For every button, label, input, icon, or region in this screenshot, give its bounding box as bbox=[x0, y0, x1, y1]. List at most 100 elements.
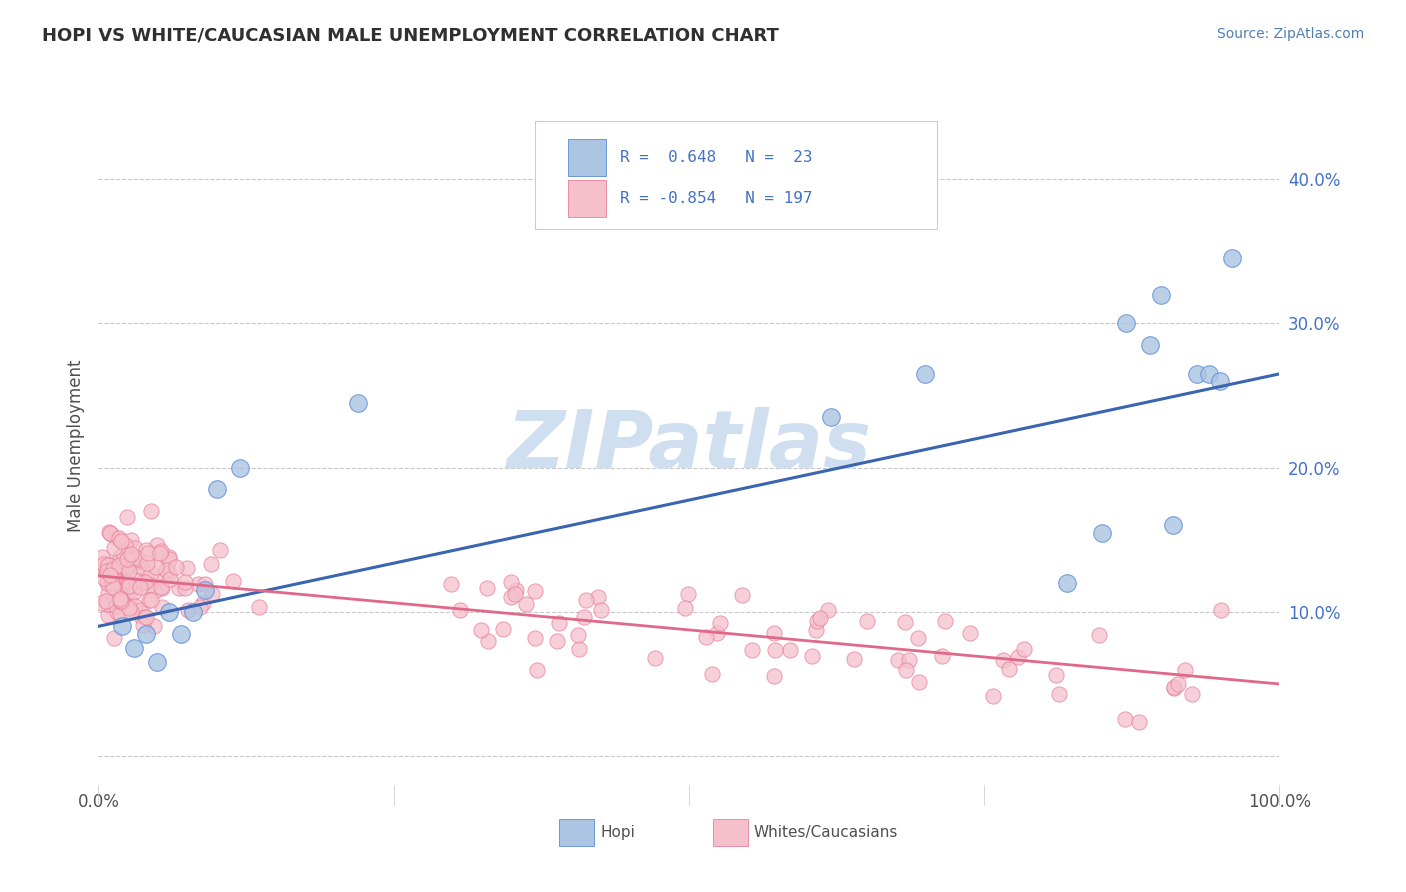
Point bbox=[141, 504, 163, 518]
Point bbox=[115, 559, 138, 574]
Point bbox=[101, 575, 124, 590]
Point bbox=[157, 605, 180, 619]
FancyBboxPatch shape bbox=[560, 819, 595, 846]
FancyBboxPatch shape bbox=[536, 120, 936, 229]
Point bbox=[120, 552, 142, 566]
Point bbox=[676, 587, 699, 601]
Point bbox=[132, 618, 155, 632]
Point bbox=[1128, 714, 1150, 729]
Text: Source: ZipAtlas.com: Source: ZipAtlas.com bbox=[1216, 27, 1364, 41]
FancyBboxPatch shape bbox=[713, 819, 748, 846]
Point bbox=[110, 607, 132, 622]
Point bbox=[110, 534, 132, 549]
Point bbox=[118, 564, 141, 578]
Point bbox=[114, 538, 136, 552]
Point bbox=[209, 542, 232, 557]
Point bbox=[1161, 518, 1184, 533]
Point bbox=[93, 571, 115, 585]
Point bbox=[477, 634, 499, 648]
Point bbox=[706, 626, 728, 640]
Point bbox=[194, 577, 217, 591]
Point bbox=[135, 543, 157, 558]
Point bbox=[132, 574, 155, 589]
Point bbox=[101, 562, 124, 576]
Point bbox=[120, 533, 142, 547]
Point bbox=[191, 596, 214, 610]
Point bbox=[709, 616, 731, 631]
Point bbox=[135, 626, 157, 640]
Point bbox=[247, 599, 270, 614]
Point bbox=[145, 559, 167, 574]
Point bbox=[229, 460, 252, 475]
Point bbox=[110, 550, 132, 565]
Point bbox=[173, 574, 195, 589]
Point bbox=[156, 555, 179, 569]
Point bbox=[991, 653, 1014, 667]
Point bbox=[187, 577, 209, 591]
Point bbox=[897, 653, 920, 667]
Point bbox=[122, 640, 145, 655]
Point bbox=[96, 562, 118, 576]
Point bbox=[103, 568, 125, 582]
Point bbox=[103, 541, 125, 556]
Point bbox=[115, 592, 138, 607]
Point bbox=[165, 559, 187, 574]
Point bbox=[105, 531, 128, 545]
Point bbox=[1163, 680, 1185, 694]
Point bbox=[1174, 663, 1197, 677]
Point bbox=[695, 631, 717, 645]
Point bbox=[118, 549, 141, 563]
Point bbox=[170, 626, 193, 640]
Point bbox=[1056, 576, 1078, 591]
Point bbox=[806, 623, 828, 637]
Point bbox=[93, 557, 115, 571]
Text: HOPI VS WHITE/CAUCASIAN MALE UNEMPLOYMENT CORRELATION CHART: HOPI VS WHITE/CAUCASIAN MALE UNEMPLOYMEN… bbox=[42, 27, 779, 45]
Point bbox=[93, 559, 115, 574]
Point bbox=[125, 551, 148, 566]
Point bbox=[1007, 650, 1029, 665]
Y-axis label: Male Unemployment: Male Unemployment bbox=[66, 359, 84, 533]
Point bbox=[470, 623, 492, 637]
Point bbox=[201, 587, 224, 601]
Point bbox=[153, 568, 176, 582]
Point bbox=[108, 591, 131, 606]
Point bbox=[1114, 712, 1136, 726]
Point bbox=[100, 527, 122, 541]
Point bbox=[896, 664, 918, 678]
Point bbox=[124, 573, 146, 587]
Point bbox=[135, 573, 157, 587]
Point bbox=[143, 583, 166, 598]
Point bbox=[894, 615, 917, 629]
Point bbox=[98, 526, 121, 541]
Point bbox=[128, 553, 150, 567]
Point bbox=[145, 538, 167, 552]
Point bbox=[131, 561, 153, 575]
Point bbox=[155, 563, 177, 577]
Point bbox=[589, 603, 612, 617]
Point bbox=[1198, 367, 1220, 381]
Point bbox=[105, 599, 128, 614]
Point bbox=[101, 566, 124, 581]
Point bbox=[174, 581, 197, 595]
Point bbox=[108, 558, 131, 573]
Point bbox=[159, 572, 181, 586]
Point bbox=[449, 602, 471, 616]
Point bbox=[97, 558, 120, 572]
Point bbox=[546, 634, 568, 648]
Point bbox=[1211, 603, 1233, 617]
Point bbox=[97, 561, 120, 575]
Point bbox=[567, 628, 589, 642]
Point bbox=[499, 575, 522, 590]
Point bbox=[115, 572, 138, 586]
Point bbox=[150, 581, 173, 595]
Point bbox=[96, 574, 118, 589]
Point bbox=[115, 552, 138, 566]
Point bbox=[157, 551, 180, 566]
Point bbox=[515, 597, 537, 611]
Point bbox=[981, 689, 1004, 703]
Point bbox=[347, 395, 370, 409]
Point bbox=[505, 583, 527, 598]
Point bbox=[1047, 687, 1070, 701]
Point bbox=[914, 367, 936, 381]
Point bbox=[188, 600, 211, 615]
